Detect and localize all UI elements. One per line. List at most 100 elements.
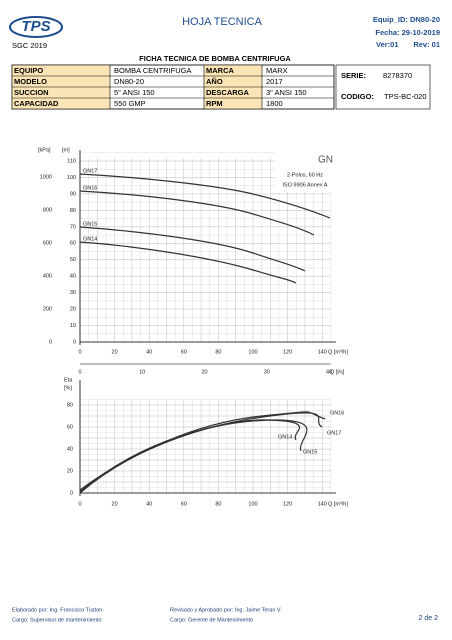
q-tick: 0 xyxy=(78,501,81,507)
q-tick: 140 xyxy=(318,501,327,507)
logo: TPS xyxy=(9,16,63,38)
ls-label: Q [l/s] xyxy=(330,369,345,375)
codigo-label: CODIGO: xyxy=(341,92,374,101)
table-cell: MARCA xyxy=(206,66,234,75)
elaborado: Elaborado por: Ing. Francisco Tuston xyxy=(12,607,102,613)
m-tick: 0 xyxy=(73,339,76,345)
table-cell: MODELO xyxy=(14,77,47,86)
q-tick: 0 xyxy=(78,349,81,355)
q-tick: 80 xyxy=(215,349,221,355)
kpa-tick: 1000 xyxy=(40,174,52,180)
m-tick: 40 xyxy=(70,274,76,280)
kpa-tick: 0 xyxy=(49,339,52,345)
poles: 2-Polos, 60 Hz xyxy=(287,172,323,178)
curve-label: GN17 xyxy=(83,168,97,174)
cargo1: Cargo: Supervisor de mantenimiento xyxy=(12,617,102,623)
table-cell: 550 GMP xyxy=(114,99,146,108)
svg-text:TPS: TPS xyxy=(21,18,50,35)
m-tick: 10 xyxy=(70,323,76,329)
spec-table xyxy=(11,64,431,110)
fecha: Fecha: 29-10-2019 xyxy=(375,28,440,37)
eta-tick: 60 xyxy=(67,424,73,430)
doc-title: HOJA TECNICA xyxy=(182,16,263,28)
page-number: 2 de 2 xyxy=(419,615,439,622)
curve-label: GN14 xyxy=(83,236,97,242)
serie-label: SERIE: xyxy=(341,71,366,80)
kpa-tick: 800 xyxy=(43,207,52,213)
q-tick: 40 xyxy=(146,501,152,507)
curve-label: GN16 xyxy=(83,185,97,191)
m-tick: 20 xyxy=(70,307,76,313)
eta-tick: 20 xyxy=(67,468,73,474)
curve-label: GN15 xyxy=(303,449,317,455)
unit-pct: [%] xyxy=(64,385,72,391)
curve-label: GN15 xyxy=(83,221,97,227)
q-tick: 100 xyxy=(248,349,257,355)
pump-curves xyxy=(79,150,337,496)
serie: 8278370 xyxy=(383,71,412,80)
table-cell: AÑO xyxy=(206,77,223,86)
ls-tick: 30 xyxy=(264,369,270,375)
equip-id: Equip_ID: DN80-20 xyxy=(373,15,440,24)
sgc: SGC 2019 xyxy=(12,41,47,50)
table-cell: EQUIPO xyxy=(14,66,43,75)
revisado: Revisado y Aprobado por: Ing. Jaime Tera… xyxy=(170,607,282,613)
table-title: FICHA TECNICA DE BOMBA CENTRIFUGA xyxy=(139,54,291,63)
m-tick: 90 xyxy=(70,191,76,197)
eta-tick: 40 xyxy=(67,446,73,452)
table-cell: 2017 xyxy=(266,77,283,86)
unit-kpa: [kPa] xyxy=(38,147,51,153)
kpa-tick: 400 xyxy=(43,273,52,279)
table-cell: 5" ANSI 150 xyxy=(114,88,155,97)
table-cell: RPM xyxy=(206,99,223,108)
curve-label: GN17 xyxy=(327,430,341,436)
kpa-tick: 600 xyxy=(43,240,52,246)
curve-lines xyxy=(79,173,331,494)
curve-label: GN16 xyxy=(330,410,344,416)
kpa-tick: 200 xyxy=(43,306,52,312)
curve-label: GN14 xyxy=(278,434,292,440)
cargo2: Cargo: Gerente de Mantenimiento xyxy=(170,617,253,623)
q-tick: 20 xyxy=(112,349,118,355)
m-tick: 60 xyxy=(70,241,76,247)
eta-tick: 0 xyxy=(70,490,73,496)
table-cell: DESCARGA xyxy=(206,88,250,97)
q-tick: 120 xyxy=(283,349,292,355)
table-cell: MARX xyxy=(266,66,288,75)
table-cell: 3" ANSI 150 xyxy=(266,88,307,97)
m-tick: 50 xyxy=(70,257,76,263)
q-label: Q [m³/h] xyxy=(328,349,348,355)
ls-tick: 20 xyxy=(201,369,207,375)
q-tick: 20 xyxy=(112,501,118,507)
eta-tick: 80 xyxy=(67,402,73,408)
m-tick: 30 xyxy=(70,290,76,296)
table-cell: CAPACIDAD xyxy=(14,99,59,108)
q-tick: 40 xyxy=(146,349,152,355)
legend-box xyxy=(275,152,337,192)
q-tick: 120 xyxy=(283,501,292,507)
standard: ISO 9906 Annex A xyxy=(283,182,328,188)
ls-tick: 40 xyxy=(326,369,332,375)
model: GN xyxy=(318,155,333,166)
table-cell: BOMBA CENTRIFUGA xyxy=(114,66,192,75)
table-cell: DN80-20 xyxy=(114,77,144,86)
m-tick: 110 xyxy=(67,158,76,164)
m-tick: 80 xyxy=(70,208,76,214)
m-tick: 100 xyxy=(67,175,76,181)
q-tick: 60 xyxy=(181,501,187,507)
codigo: TPS-BC-020 xyxy=(384,92,427,101)
ls-tick: 10 xyxy=(139,369,145,375)
table-cell: 1800 xyxy=(266,99,283,108)
q-label: Q [m³/h] xyxy=(328,501,348,507)
m-tick: 70 xyxy=(70,224,76,230)
q-tick: 100 xyxy=(248,501,257,507)
q-tick: 60 xyxy=(181,349,187,355)
ls-tick: 0 xyxy=(78,369,81,375)
revision: Rev: 01 xyxy=(413,40,440,49)
q-tick: 140 xyxy=(318,349,327,355)
unit-m: [m] xyxy=(62,147,70,153)
unit-eta: Eta xyxy=(64,377,73,383)
q-tick: 80 xyxy=(215,501,221,507)
